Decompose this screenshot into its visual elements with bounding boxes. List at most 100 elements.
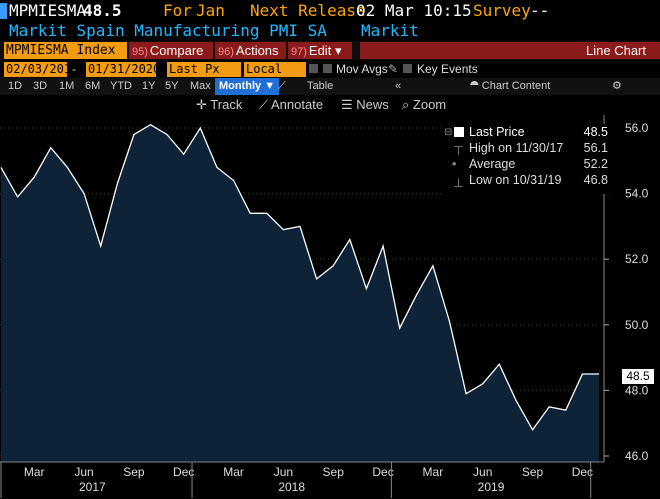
security-name: Markit Spain Manufacturing PMI SA (9, 21, 327, 40)
legend-average-label: Average (469, 157, 516, 171)
compare-shortcut: 95) (132, 46, 148, 58)
chart-content-label: Chart Content (481, 80, 551, 92)
start-date-field[interactable]: 02/03/2014 (4, 62, 79, 77)
pencil-icon: ✎ (388, 62, 399, 76)
range-3d[interactable]: 3D (33, 80, 48, 92)
y-axis: 46.0 48.0 50.0 52.0 54.0 56.0 (603, 115, 649, 463)
x-month-label: Sep (123, 465, 145, 479)
x-month-label: Mar (223, 465, 244, 479)
period-select[interactable]: Monthly ▼ (215, 78, 280, 95)
last-price: 48.5 (83, 1, 122, 20)
mov-avgs-label[interactable]: Mov Avgs (336, 62, 388, 76)
key-events-label[interactable]: Key Events (417, 62, 478, 76)
legend-average-value: 52.2 (583, 157, 608, 171)
legend-high-label: High on 11/30/17 (469, 141, 564, 155)
range-max[interactable]: Max (190, 80, 211, 92)
security-name-row: Markit Spain Manufacturing PMI SA Markit (0, 21, 660, 41)
toolbar: MPMIESMA Index 95)Compare 96)Actions ▾ 9… (0, 41, 660, 77)
survey-value: -- (530, 1, 550, 20)
annotate-icon: ⟋ (259, 97, 269, 112)
compare-label: Compare (149, 43, 204, 58)
chart-legend: ⊟ Last Price 48.5 ⊤ High on 11/30/17 56.… (441, 124, 613, 194)
range-bar: 1D 3D 1M 6M YTD 1Y 5Y Max Monthly ▼ ⟋ Ta… (0, 78, 660, 95)
x-month-label: Dec (372, 465, 393, 479)
period-label: Monthly (219, 80, 262, 92)
end-date-field[interactable]: 01/31/2020 (86, 62, 161, 77)
low-marker-icon: ⊥ (453, 176, 464, 190)
y-tick-label: 56.0 (625, 121, 649, 135)
x-month-label: Dec (173, 465, 194, 479)
track-label: Track (210, 97, 243, 112)
y-tick-label: 52.0 (625, 252, 649, 266)
for-value: Jan (196, 1, 225, 20)
next-release-label: Next Release (250, 1, 366, 20)
view-type-label[interactable]: Line Chart (360, 42, 660, 59)
y-tick-label: 54.0 (625, 187, 649, 201)
range-1y[interactable]: 1Y (142, 80, 156, 92)
gear-icon[interactable]: ⚙ (612, 80, 622, 92)
range-6m[interactable]: 6M (85, 80, 101, 92)
y-tick-label: 46.0 (625, 449, 649, 463)
mov-avgs-checkbox[interactable] (323, 64, 332, 73)
track-button[interactable]: ✛ Track (196, 97, 242, 113)
field-select[interactable]: Last Px (167, 62, 241, 77)
dropdown-icon[interactable] (309, 64, 318, 73)
line-chart-icon[interactable]: ⟋ (278, 80, 286, 92)
next-release-value: 02 Mar 10:15 (356, 1, 472, 20)
x-month-label: Jun (473, 465, 492, 479)
source-name: Markit (361, 21, 419, 40)
edit-label: Edit (308, 43, 332, 58)
price-line (0, 123, 599, 432)
chevron-down-icon: ▾ (334, 43, 342, 58)
date-separator: - (72, 62, 76, 76)
currency-select[interactable]: Local CCY (244, 62, 306, 91)
edit-shortcut: 97) (291, 46, 307, 58)
range-1m[interactable]: 1M (59, 80, 75, 92)
range-ytd[interactable]: YTD (110, 80, 132, 92)
collapse-left-icon[interactable]: « (395, 80, 402, 92)
survey-label: Survey (473, 1, 531, 20)
collapse-icon[interactable]: ⊟ (444, 127, 453, 138)
zoom-button[interactable]: ⌕ Zoom (402, 97, 446, 113)
x-month-label: Dec (572, 465, 593, 479)
compare-button[interactable]: 95) Compare (129, 42, 213, 59)
news-label: News (356, 97, 389, 112)
key-events-checkbox[interactable] (403, 64, 412, 73)
actions-button[interactable]: 96)Actions ▾ (215, 42, 286, 77)
zoom-label: Zoom (412, 97, 447, 112)
command-cursor[interactable] (0, 3, 7, 19)
y-tick-label: 50.0 (625, 318, 649, 332)
news-icon: ☰ (341, 97, 353, 112)
news-button[interactable]: ☰ News (341, 97, 389, 113)
chart-content-button[interactable]: ⯊ Chart Content (470, 80, 551, 92)
x-month-label: Mar (423, 465, 444, 479)
annotate-button[interactable]: ⟋ Annotate (259, 97, 323, 113)
security-field[interactable]: MPMIESMA Index (4, 42, 127, 59)
x-month-label: Jun (274, 465, 293, 479)
legend-low-label: Low on 10/31/19 (469, 173, 562, 187)
legend-low-value: 46.8 (583, 173, 608, 187)
y-tick-label: 48.0 (625, 383, 649, 397)
range-5y[interactable]: 5Y (165, 80, 179, 92)
legend-high-value: 56.1 (583, 141, 608, 155)
edit-button[interactable]: 97) Edit ▾ (288, 42, 352, 59)
ticker[interactable]: MPMIESMA (9, 1, 87, 20)
chart-parameters: 02/03/2014 - 01/31/2020 Last Px Local CC… (0, 61, 660, 91)
x-axis: Mar Jun Sep Dec Mar Jun Sep Dec Mar Jun Sep Dec 2017… (0, 461, 604, 498)
annotate-label: Annotate (271, 97, 324, 112)
last-price-tag: 48.5 (622, 369, 654, 384)
last-price-swatch (454, 127, 464, 137)
chart-tools: ✛ Track ⟋ Annotate ☰ News ⌕ Zoom (0, 95, 660, 114)
for-label: For (163, 1, 192, 20)
x-month-label: Sep (323, 465, 345, 479)
actions-label: Actions (235, 43, 279, 58)
table-button[interactable]: Table (307, 80, 334, 92)
legend-last-value: 48.5 (583, 125, 608, 139)
magnifier-icon: ⌕ (402, 97, 410, 112)
legend-last-label: Last Price (469, 125, 525, 139)
average-marker-icon: • (452, 157, 457, 171)
x-year-label: 2018 (278, 480, 305, 494)
high-marker-icon: ⊤ (453, 144, 464, 158)
range-1d[interactable]: 1D (8, 80, 23, 92)
price-area (1, 124, 599, 462)
